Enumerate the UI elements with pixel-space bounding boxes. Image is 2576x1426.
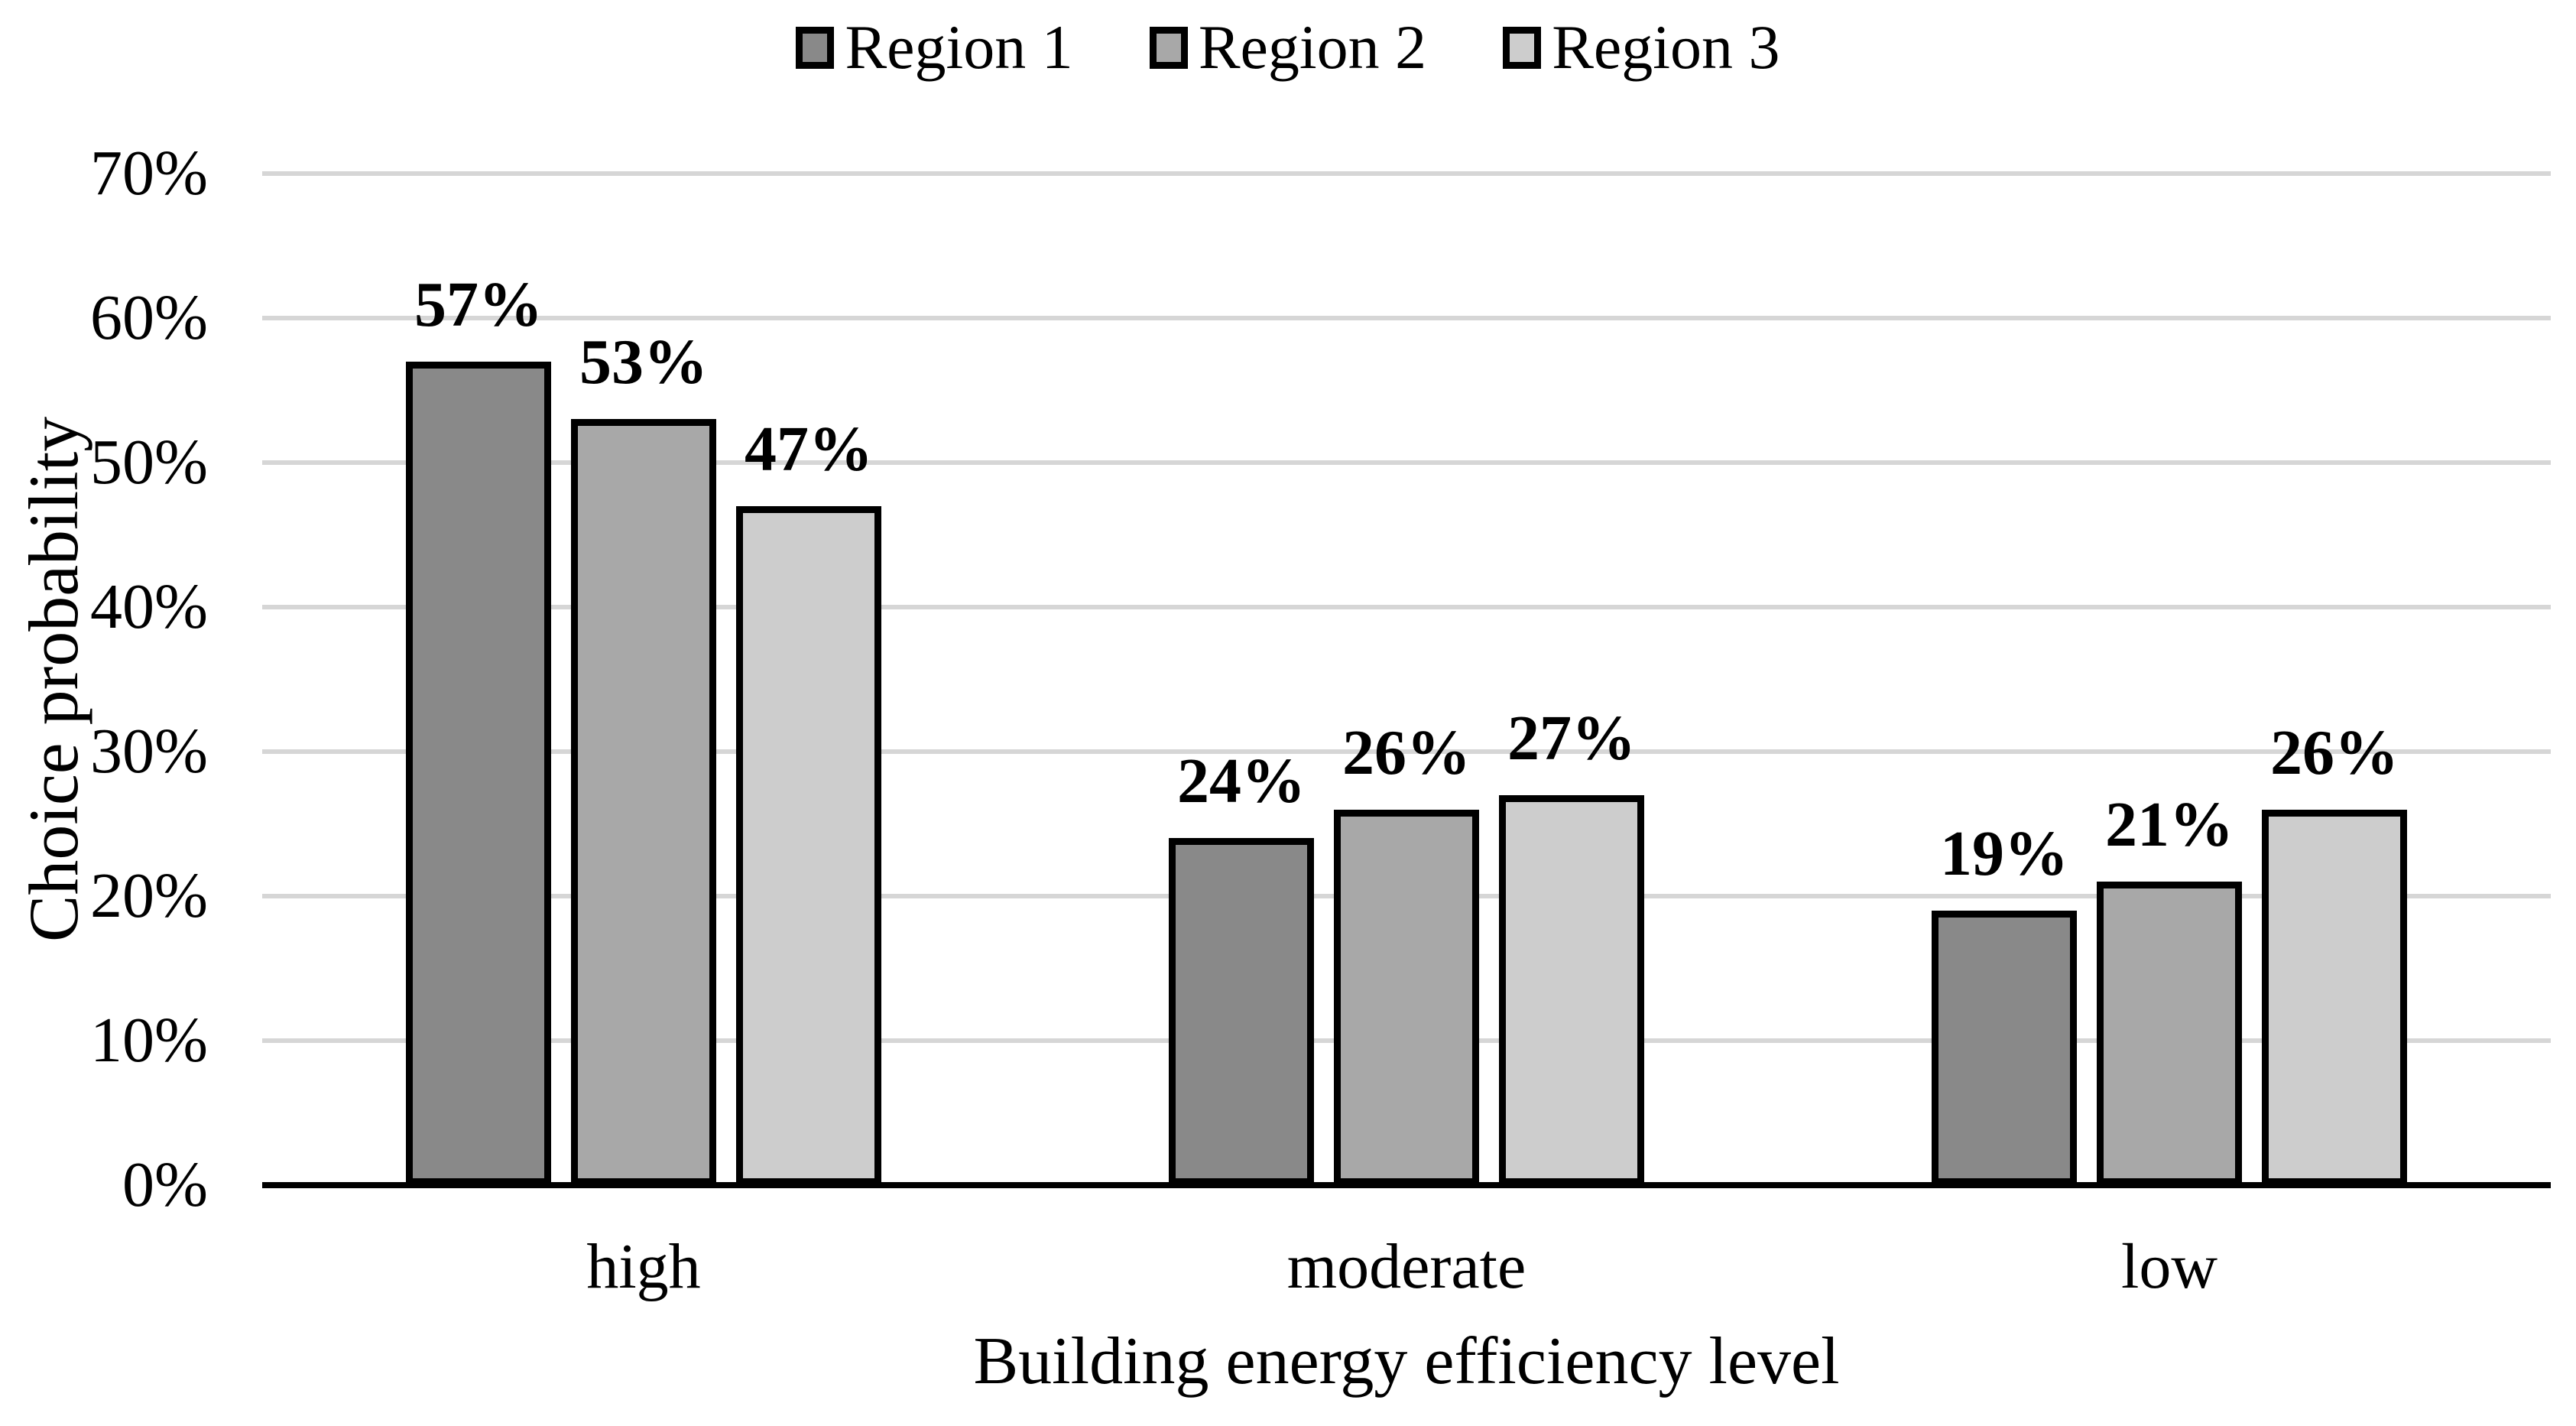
bar-region-1-low <box>1932 910 2077 1185</box>
gridline-70 <box>262 171 2551 176</box>
y-tick-label-20: 20% <box>90 860 208 931</box>
x-tick-label-moderate: moderate <box>1286 1231 1526 1302</box>
bar-value-label: 26% <box>1342 716 1471 788</box>
gridline-30 <box>262 749 2551 754</box>
bar-region-3-low <box>2262 809 2407 1185</box>
bar-value-label: 57% <box>414 268 543 340</box>
legend-label: Region 3 <box>1552 12 1780 82</box>
legend-item-region-3: Region 3 <box>1503 16 1780 79</box>
bar-value-label: 27% <box>1507 702 1636 774</box>
y-tick-label-50: 50% <box>90 427 208 498</box>
x-axis-baseline <box>262 1182 2551 1188</box>
gridline-40 <box>262 605 2551 609</box>
bar-value-label: 24% <box>1177 745 1306 817</box>
bar-value-label: 26% <box>2270 716 2399 788</box>
x-tick-label-low: low <box>2121 1231 2218 1302</box>
bar-value-label: 47% <box>745 413 873 485</box>
y-tick-label-40: 40% <box>90 571 208 642</box>
y-tick-label-0: 0% <box>122 1149 208 1220</box>
legend-swatch-icon <box>796 26 835 69</box>
legend-swatch-icon <box>1149 26 1188 69</box>
y-tick-label-10: 10% <box>90 1005 208 1076</box>
y-axis-tick-labels: 0% 10% 20% 30% 40% 50% 60% 70% <box>0 141 208 1217</box>
gridline-60 <box>262 316 2551 320</box>
bar-value-label: 19% <box>1940 817 2068 889</box>
gridline-50 <box>262 460 2551 465</box>
bar-value-label: 21% <box>2105 789 2234 861</box>
bar-region-3-moderate <box>1499 794 1644 1185</box>
bar-region-1-moderate <box>1169 838 1314 1185</box>
bar-region-2-high <box>571 419 716 1185</box>
bar-region-3-high <box>736 505 881 1185</box>
x-axis-title: Building energy efficiency level <box>973 1324 1840 1398</box>
bar-region-2-low <box>2097 882 2242 1185</box>
legend-swatch-icon <box>1503 26 1542 69</box>
legend: Region 1 Region 2 Region 3 <box>0 9 2576 86</box>
legend-label: Region 1 <box>845 12 1073 82</box>
y-tick-label-30: 30% <box>90 716 208 787</box>
bar-value-label: 53% <box>579 326 708 398</box>
y-tick-label-60: 60% <box>90 282 208 353</box>
x-tick-label-high: high <box>586 1231 701 1302</box>
y-tick-label-70: 70% <box>90 138 208 209</box>
x-axis-tick-labels: high moderate low <box>262 1193 2551 1299</box>
plot-area: 57% 53% 47% 24% 26% 27% 19% 21% 26% <box>262 171 2551 1188</box>
bar-region-1-high <box>406 361 551 1185</box>
legend-label: Region 2 <box>1198 12 1427 82</box>
legend-item-region-2: Region 2 <box>1149 12 1427 82</box>
legend-item-region-1: Region 1 <box>796 12 1073 82</box>
bar-region-2-moderate <box>1334 809 1479 1185</box>
